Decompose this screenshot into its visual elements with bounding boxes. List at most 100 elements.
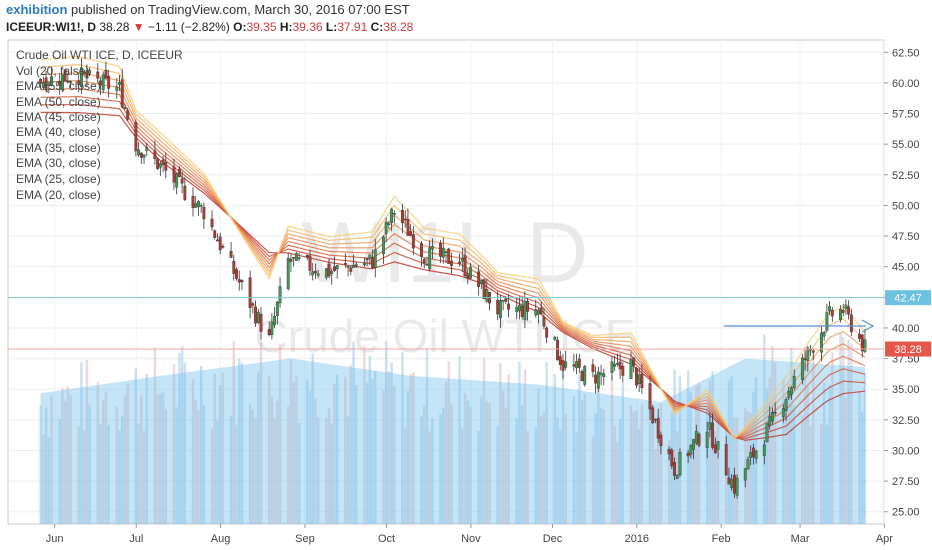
volume-bar [765,388,769,524]
candle-body [615,363,619,365]
symbol-name[interactable]: ICEEUR:WI1! [6,20,81,34]
candle-body [362,262,366,265]
author-link[interactable]: exhibition [6,2,68,17]
volume-bar [539,415,543,524]
studies-legend: Crude Oil WTI ICE, D, ICEEUR Vol (20, fa… [16,48,183,202]
candle-body [430,246,434,250]
candle-body [256,311,260,323]
candle-body [849,314,853,333]
study-ema-30[interactable]: EMA (30, close) [16,156,101,170]
study-ema-25[interactable]: EMA (25, close) [16,172,101,186]
volume-bar [861,411,864,524]
candle-body [447,248,451,264]
candle-body [392,213,396,215]
volume-bar [844,398,848,524]
price-axis[interactable]: 62.50 60.00 57.50 55.00 52.50 50.00 47.50 45.00… [884,47,920,519]
volume-bar [191,379,195,524]
candle-body [697,433,701,446]
candle-body [47,84,51,86]
volume-bar [594,413,597,524]
volume-bar [803,350,807,524]
arrow-drawing[interactable] [724,319,875,333]
volume-bar [118,430,121,524]
candle-body [142,154,146,158]
study-ema-55[interactable]: EMA (55, close) [16,79,101,93]
price-tick-label: 60.00 [892,78,920,90]
volume-bar [137,423,140,524]
volume-bar [477,431,480,524]
study-vol[interactable]: Vol (20, false) [16,64,89,78]
marked-level-badge-bg [885,290,931,306]
study-ema-45[interactable]: EMA (45, close) [16,110,101,124]
candle-body [335,265,339,270]
candle-body [635,367,638,386]
volume-bar [812,354,815,524]
volume-bar [559,429,562,524]
volume-bar [447,361,450,524]
candle-body [123,107,127,109]
study-ema-35[interactable]: EMA (35, close) [16,141,101,155]
volume-bar [773,362,777,524]
volume-bar [730,375,733,524]
volume-layer [39,333,867,524]
volume-bar [199,365,203,524]
study-ema-20[interactable]: EMA (20, close) [16,188,101,202]
candle-body [539,307,543,315]
candle-body [564,361,568,368]
candle-body [504,297,508,302]
price-tick-label: 45.00 [892,262,920,274]
candle-body [621,365,625,376]
volume-bar [344,376,347,524]
volume-bar [822,383,826,524]
study-ema-40[interactable]: EMA (40, close) [16,125,101,139]
ema-ribbon [40,55,866,441]
volume-bar [216,420,219,524]
volume-bar [297,422,301,524]
candle-body [425,264,429,266]
candle-body [858,333,861,339]
time-axis[interactable]: Jun Jul Aug Sep Oct Nov Dec 2016 Feb Mar Apr [46,524,894,545]
candle-body [333,266,336,271]
candle-body [656,418,660,439]
candle-body [732,475,736,494]
candle-body [735,477,739,496]
volume-bar [545,361,548,524]
candle-body [183,185,187,200]
volume-bar [461,428,464,524]
volume-bar [616,441,619,524]
candle-body [523,301,527,320]
candle-body [273,315,277,326]
volume-bar [648,404,652,524]
volume-bar [156,394,159,524]
study-ema-50[interactable]: EMA (50, close) [16,95,101,109]
candle-body [507,303,510,310]
volume-bar [523,369,527,524]
volume-bar [839,333,842,524]
candle-body [444,251,448,253]
price-tick-label: 40.00 [892,323,920,335]
price-tick-label: 52.50 [892,170,920,182]
study-title[interactable]: Crude Oil WTI ICE, D, ICEEUR [16,48,183,62]
volume-bar [518,361,521,524]
candle-body [751,447,755,458]
candle-body [439,242,442,257]
candle-body [292,257,296,259]
price-tick-label: 62.50 [892,47,920,59]
volume-bar [210,428,214,524]
candle-body [572,364,576,367]
candle-body [294,253,298,261]
volume-bar [656,414,660,524]
candle-body [716,441,720,450]
volume-bar [673,369,676,524]
candle-body [172,166,176,183]
candle-body [267,328,271,336]
volume-bar [632,411,635,524]
volume-bar [629,405,633,524]
price-tick-label: 50.00 [892,200,920,212]
candle-body [365,258,369,260]
volume-bar [270,396,274,524]
volume-bar [80,362,83,524]
candle-body [811,350,815,353]
volume-bar [705,408,709,524]
